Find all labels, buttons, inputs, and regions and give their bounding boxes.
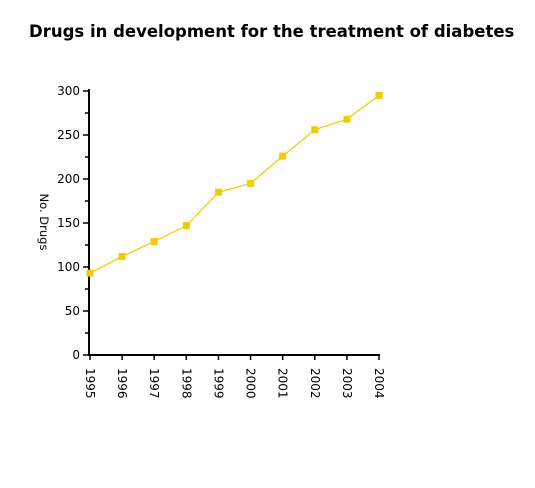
y-tick-label: 300 <box>57 84 80 98</box>
data-point <box>150 237 158 245</box>
x-tick-label: 1997 <box>147 368 161 399</box>
y-tick-label: 150 <box>57 216 80 230</box>
data-point <box>118 252 126 260</box>
x-tick-label: 2001 <box>276 368 290 399</box>
x-axis-ticks: 1995 1996 1997 1998 1999 2000 2001 2002 2003 2004 <box>83 355 386 399</box>
data-point <box>375 91 383 99</box>
y-tick-label: 200 <box>57 172 80 186</box>
data-point <box>311 126 319 134</box>
data-point <box>247 179 255 187</box>
x-tick-label: 1999 <box>211 368 225 399</box>
data-point <box>214 188 222 196</box>
x-tick-label: 1995 <box>83 368 97 399</box>
x-tick-label: 2002 <box>308 368 322 399</box>
x-tick-label: 1998 <box>179 368 193 399</box>
series-line <box>89 94 380 274</box>
data-point <box>86 269 94 277</box>
series-drugs <box>86 91 383 277</box>
data-point <box>182 222 190 230</box>
y-tick-label: 250 <box>57 128 80 142</box>
data-point <box>343 115 351 123</box>
x-tick-label: 2004 <box>372 368 386 399</box>
axes <box>88 89 380 356</box>
y-axis-ticks: 0 50 100 150 200 250 300 <box>57 84 89 362</box>
x-tick-label: 1996 <box>115 368 129 399</box>
data-point <box>279 152 287 160</box>
y-axis-title: No. Drugs <box>37 194 51 251</box>
x-tick-label: 2003 <box>340 368 354 399</box>
y-tick-label: 0 <box>72 348 80 362</box>
x-tick-label: 2000 <box>244 368 258 399</box>
y-tick-label: 50 <box>65 304 80 318</box>
y-tick-label: 100 <box>57 260 80 274</box>
chart-title: Drugs in development for the treatment o… <box>29 22 515 41</box>
